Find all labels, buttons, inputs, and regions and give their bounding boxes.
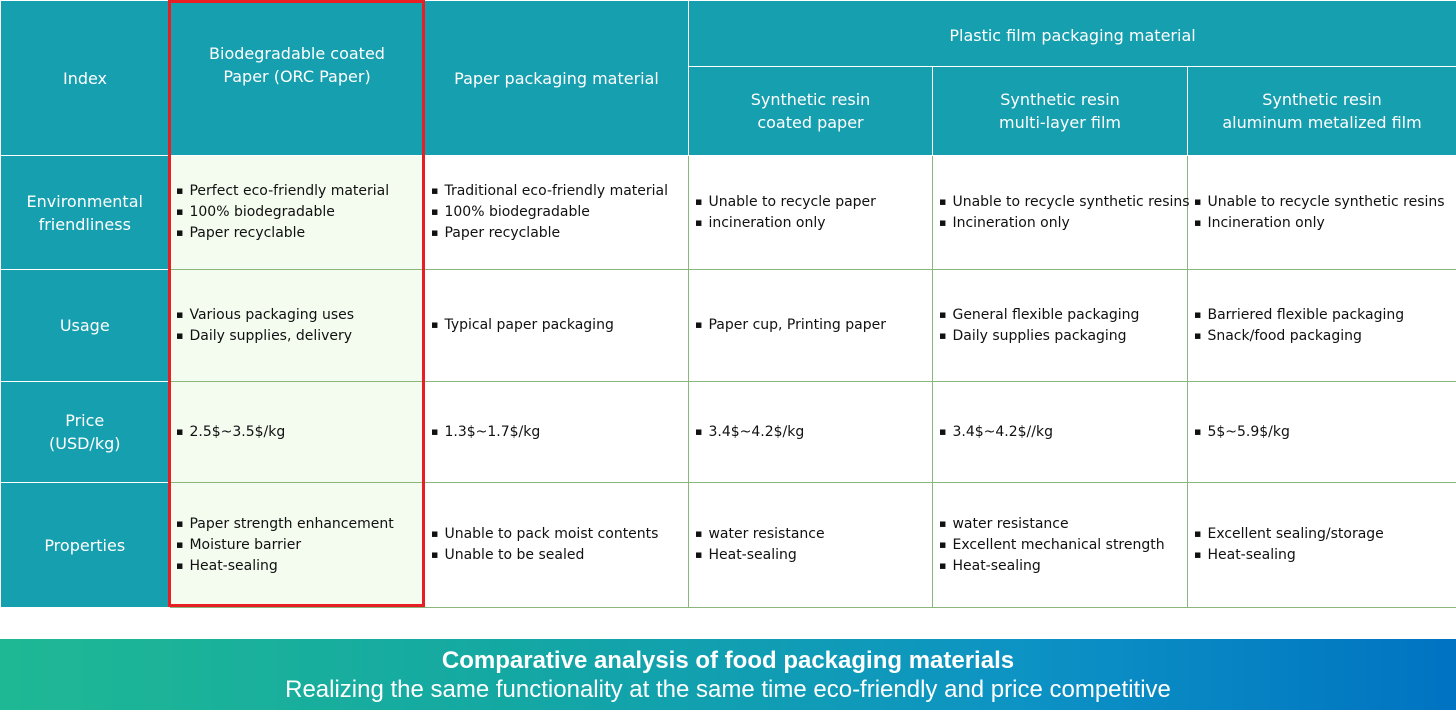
list-item: Heat-sealing [695,545,932,566]
header-paper-packaging: Paper packaging material [424,0,689,156]
table-cell: Barriered flexible packagingSnack/food p… [1186,269,1456,382]
list-item: Heat-sealing [176,556,424,577]
comparison-table: Index Biodegradable coated Paper (ORC Pa… [0,0,1456,608]
banner-subtitle: Realizing the same functionality at the … [285,676,1171,703]
list-item: Daily supplies packaging [939,326,1187,347]
list-item: Traditional eco-friendly material [431,181,688,202]
table-cell: General flexible packagingDaily supplies… [932,269,1188,382]
table-cell: 5$~5.9$/kg [1186,381,1456,483]
list-item: 1.3$~1.7$/kg [431,422,688,443]
row-label: Usage [0,269,170,382]
header-resin-multi-layer: Synthetic resin multi-layer film [932,66,1188,156]
row-label: Price (USD/kg) [0,381,170,483]
header-plastic-film-group: Plastic film packaging material [687,0,1456,67]
table-cell: water resistanceHeat-sealing [688,482,933,608]
table-row: Usage Various packaging usesDaily suppli… [0,269,1456,382]
list-item: Excellent mechanical strength [939,535,1187,556]
list-item: Daily supplies, delivery [176,326,424,347]
table-cell: Various packaging usesDaily supplies, de… [169,269,425,382]
table-cell: Paper cup, Printing paper [688,269,933,382]
table-cell: Perfect eco-friendly material100% biodeg… [169,155,425,270]
table-cell: 1.3$~1.7$/kg [424,381,689,483]
list-item: Moisture barrier [176,535,424,556]
table-cell: 3.4$~4.2$/kg [688,381,933,483]
list-item: Excellent sealing/storage [1194,524,1456,545]
row-label: Properties [0,482,170,608]
list-item: Paper cup, Printing paper [695,315,932,336]
list-item: 100% biodegradable [176,202,424,223]
table-cell: Unable to recycle synthetic resinsIncine… [1186,155,1456,270]
list-item: Unable to recycle synthetic resins [1194,192,1456,213]
header-index: Index [0,0,170,156]
list-item: Heat-sealing [1194,545,1456,566]
table-cell: Paper strength enhancementMoisture barri… [169,482,425,608]
list-item: Paper recyclable [176,223,424,244]
list-item: Snack/food packaging [1194,326,1456,347]
header-resin-coated-paper: Synthetic resin coated paper [688,66,933,156]
table-cell: Unable to recycle paperincineration only [688,155,933,270]
header-orc-paper: Biodegradable coated Paper (ORC Paper) [169,0,425,156]
list-item: Incineration only [1194,213,1456,234]
list-item: Perfect eco-friendly material [176,181,424,202]
summary-banner: Comparative analysis of food packaging m… [0,639,1456,710]
list-item: Typical paper packaging [431,315,688,336]
table-cell: 3.4$~4.2$//kg [932,381,1188,483]
table-cell: water resistanceExcellent mechanical str… [932,482,1188,608]
table-row: Price (USD/kg) 2.5$~3.5$/kg 1.3$~1.7$/kg… [0,381,1456,483]
list-item: water resistance [939,514,1187,535]
table-cell: Unable to pack moist contentsUnable to b… [424,482,689,608]
list-item: Unable to be sealed [431,545,688,566]
list-item: Paper strength enhancement [176,514,424,535]
table-cell: 2.5$~3.5$/kg [169,381,425,483]
list-item: Incineration only [939,213,1187,234]
table-cell: Traditional eco-friendly material100% bi… [424,155,689,270]
list-item: Unable to recycle paper [695,192,932,213]
list-item: incineration only [695,213,932,234]
list-item: Various packaging uses [176,305,424,326]
banner-title: Comparative analysis of food packaging m… [441,647,1015,674]
list-item: 100% biodegradable [431,202,688,223]
list-item: 3.4$~4.2$//kg [939,422,1187,443]
list-item: Heat-sealing [939,556,1187,577]
row-label: Environmental friendliness [0,155,170,270]
list-item: Unable to pack moist contents [431,524,688,545]
list-item: 3.4$~4.2$/kg [695,422,932,443]
header-resin-aluminum: Synthetic resin aluminum metalized film [1186,66,1456,156]
table-cell: Unable to recycle synthetic resinsIncine… [932,155,1190,270]
list-item: Paper recyclable [431,223,688,244]
table-row: Environmental friendliness Perfect eco-f… [0,155,1456,270]
table-cell: Excellent sealing/storageHeat-sealing [1186,482,1456,608]
list-item: Unable to recycle synthetic resins [939,192,1189,213]
list-item: 5$~5.9$/kg [1194,422,1456,443]
list-item: General flexible packaging [939,305,1187,326]
list-item: Barriered flexible packaging [1194,305,1456,326]
table-row: Properties Paper strength enhancementMoi… [0,482,1456,608]
table-cell: Typical paper packaging [424,269,689,382]
list-item: water resistance [695,524,932,545]
list-item: 2.5$~3.5$/kg [176,422,424,443]
